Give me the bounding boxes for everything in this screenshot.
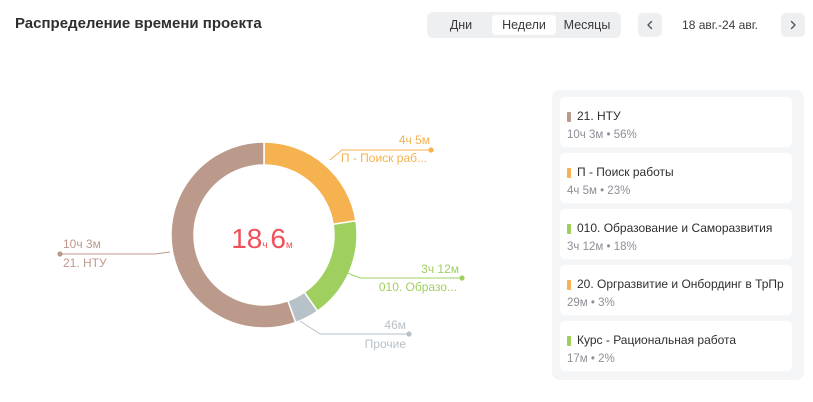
prev-period-button[interactable] (638, 13, 662, 37)
legend-item[interactable]: 21. НТУ 10ч 3м • 56% (560, 97, 792, 147)
legend-item-detail: 3ч 12м • 18% (567, 241, 637, 253)
page-title: Распределение времени проекта (15, 15, 262, 32)
period-switcher: Дни Недели Месяцы (427, 12, 621, 38)
legend-item-detail: 10ч 3м • 56% (567, 129, 637, 141)
slice-value-label-2: 46м (384, 318, 406, 332)
legend-item-name: 20. Оргразвитие и Онбординг в ТрПр (577, 277, 784, 291)
legend-swatch (567, 168, 571, 178)
legend-item-detail: 17м • 2% (567, 353, 615, 365)
leader-dot-0 (428, 147, 434, 153)
leader-dot-1 (459, 275, 465, 281)
slice-value-label-1: 3ч 12м (421, 262, 459, 276)
legend-item-name: 21. НТУ (577, 109, 621, 123)
legend-item-detail: 29м • 3% (567, 297, 615, 309)
leader-dot-3 (57, 251, 63, 257)
center-total: 18ч 6м (231, 223, 293, 254)
legend-swatch (567, 112, 571, 122)
tab-weeks[interactable]: Недели (492, 15, 556, 35)
next-period-button[interactable] (781, 13, 805, 37)
legend-item[interactable]: Курс - Рациональная работа 17м • 2% (560, 321, 792, 371)
legend-item[interactable]: 20. Оргразвитие и Онбординг в ТрПр 29м • … (560, 265, 792, 315)
leader-line-3 (60, 251, 171, 255)
legend-item[interactable]: 010. Образование и Саморазвития 3ч 12м • … (560, 209, 792, 259)
donut-slice-1[interactable] (303, 219, 358, 313)
tab-days[interactable]: Дни (449, 18, 473, 32)
donut-chart: 4ч 5м П - Поиск раб... 3ч 12м 010. Образо..… (57, 133, 465, 351)
legend-item-detail: 4ч 5м • 23% (567, 185, 631, 197)
leader-line-0 (329, 149, 431, 161)
slice-name-label-3: 21. НТУ (63, 256, 107, 270)
slice-name-label-1: 010. Образо... (379, 280, 457, 294)
date-range: 18 авг.-24 авг. (682, 18, 758, 32)
chevron-left-icon (647, 20, 653, 30)
tab-months[interactable]: Месяцы (563, 18, 611, 32)
leader-line-1 (339, 269, 462, 279)
donut-slice-3[interactable] (170, 141, 297, 329)
chevron-right-icon (790, 20, 796, 30)
legend-swatch (567, 280, 571, 290)
legend-swatch (567, 224, 571, 234)
legend-panel: 21. НТУ 10ч 3м • 56% П - Поиск работы 4ч 5м… (552, 90, 804, 380)
legend-item[interactable]: П - Поиск работы 4ч 5м • 23% (560, 153, 792, 203)
legend-swatch (567, 336, 571, 346)
legend-item-name: П - Поиск работы (577, 165, 674, 179)
leader-dot-2 (406, 331, 412, 337)
legend-item-name: Курс - Рациональная работа (577, 333, 737, 347)
slice-value-label-0: 4ч 5м (399, 133, 430, 147)
slice-name-label-0: П - Поиск раб... (341, 151, 427, 165)
slice-name-label-2: Прочие (365, 337, 407, 351)
slice-value-label-3: 10ч 3м (63, 237, 101, 251)
legend-item-name: 010. Образование и Саморазвития (577, 221, 773, 235)
leader-line-2 (299, 320, 409, 335)
